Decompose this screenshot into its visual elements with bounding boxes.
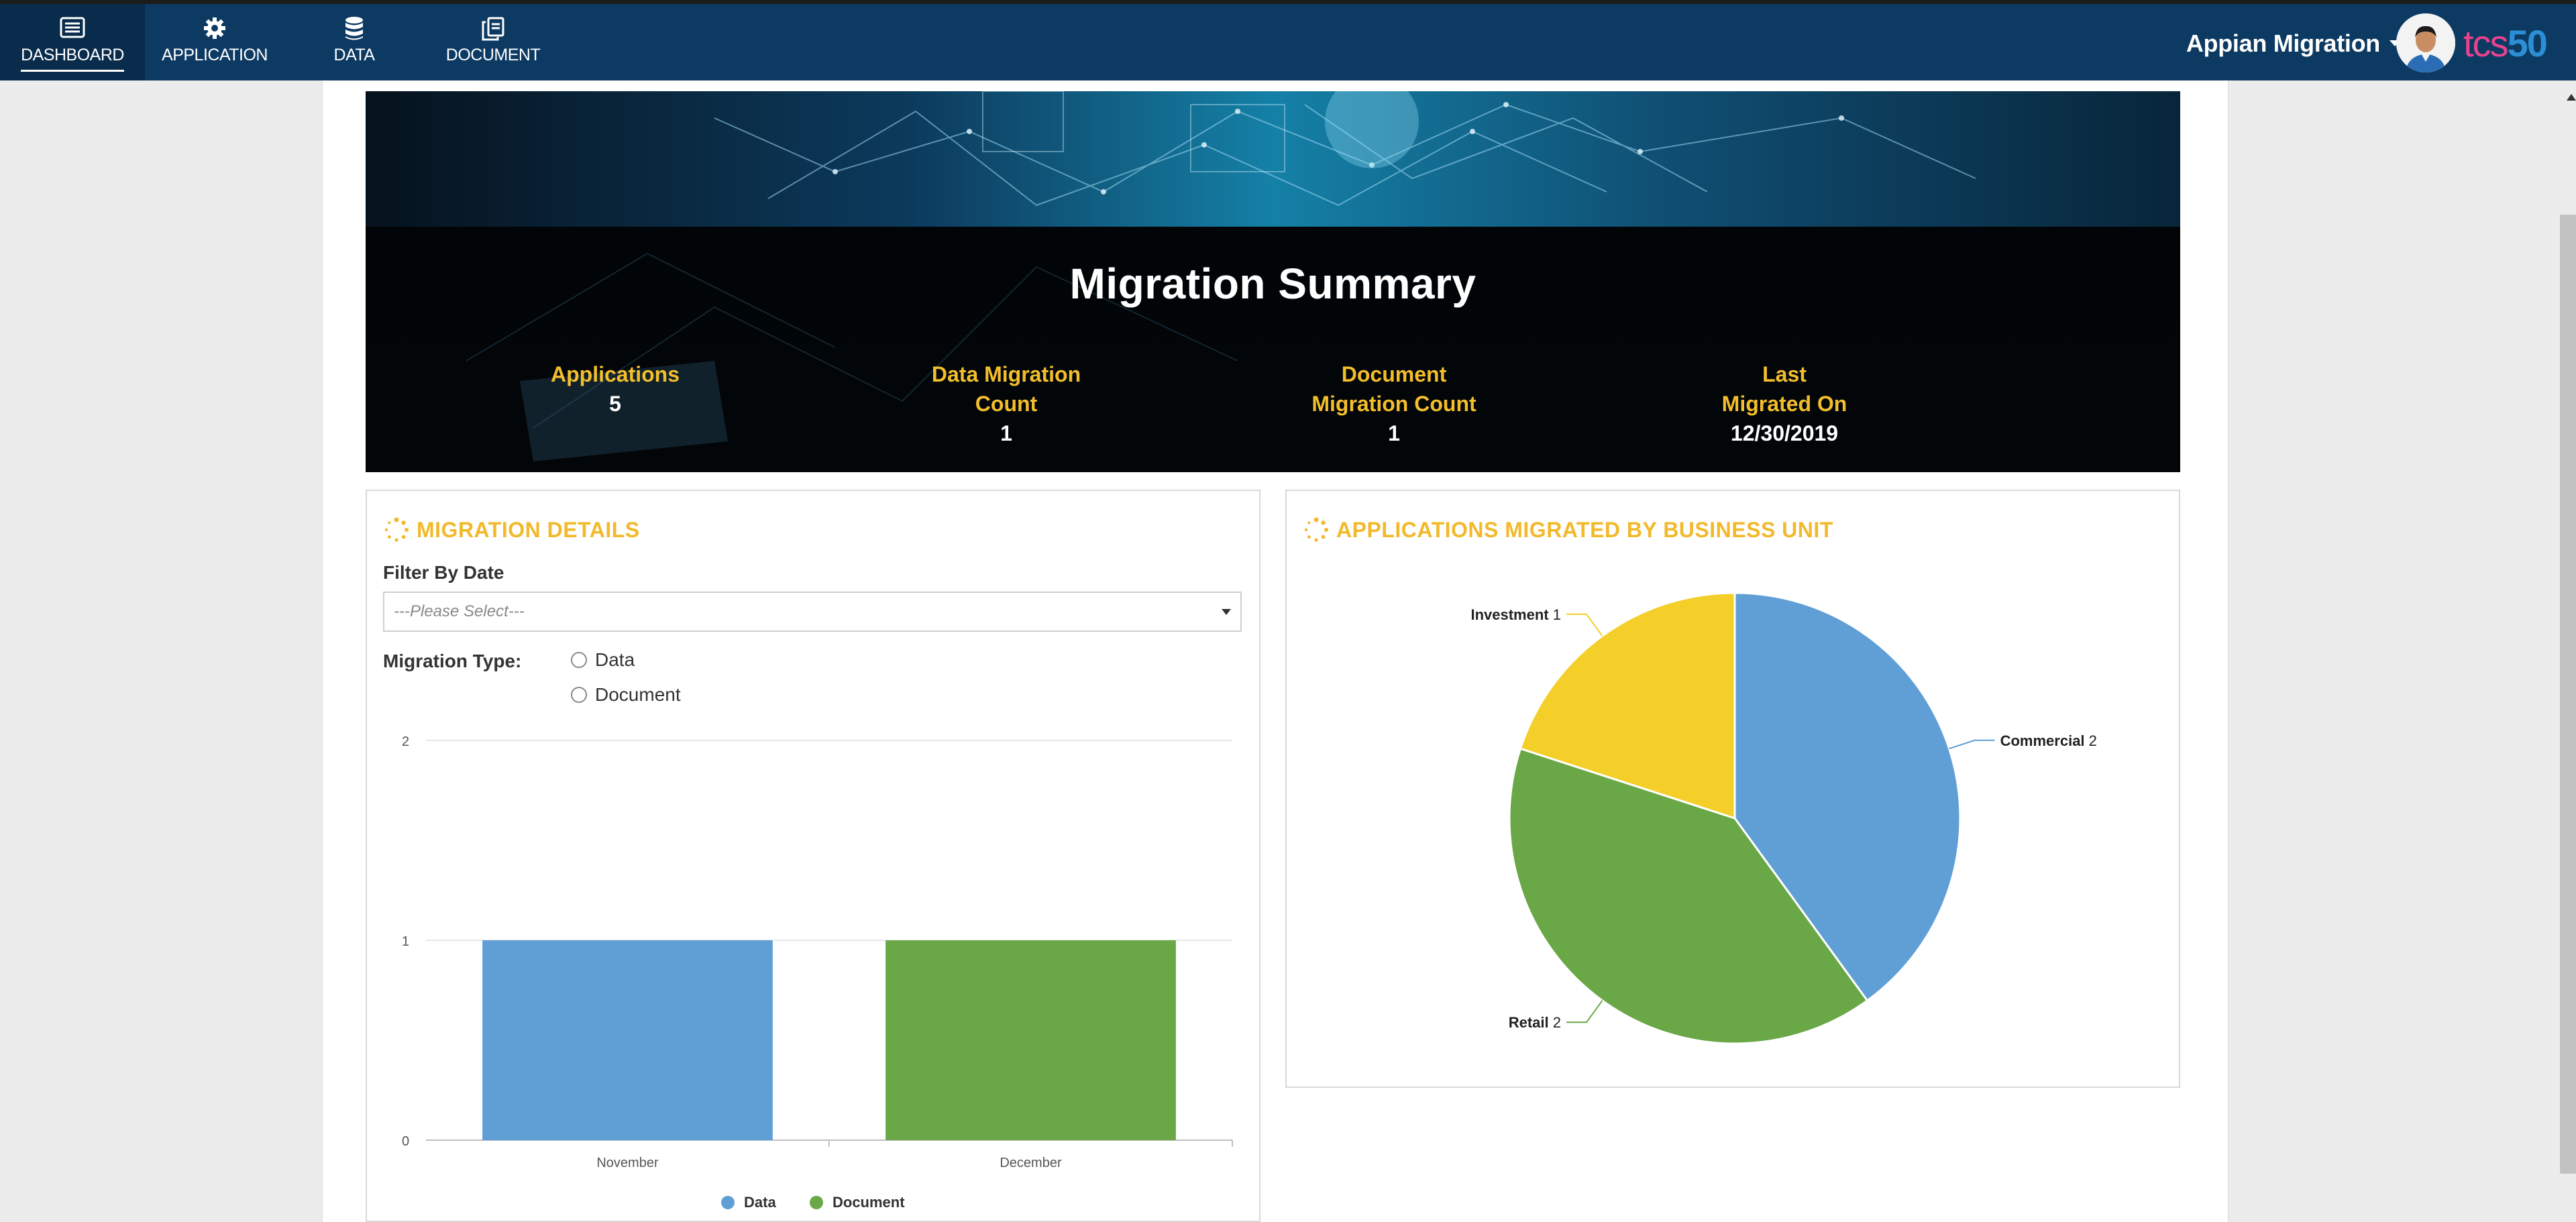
top-navigation-bar: DASHBOARD APPLICATION DATA DOCUMENT Appi…	[0, 0, 2576, 80]
gear-icon	[153, 16, 276, 42]
radio-button[interactable]	[571, 687, 587, 703]
metric-value: 5	[609, 392, 621, 416]
tcs50-logo: tcs50	[2463, 21, 2571, 68]
legend-item-data[interactable]: Data	[721, 1194, 776, 1211]
legend-dot	[810, 1196, 823, 1209]
legend-item-document[interactable]: Document	[810, 1194, 905, 1211]
user-menu-name[interactable]: Appian Migration	[2186, 30, 2380, 57]
pie-label-connector	[1566, 613, 1603, 636]
x-tick-label: December	[1000, 1156, 1062, 1170]
y-tick-label: 0	[402, 1134, 409, 1149]
radio-button[interactable]	[571, 652, 587, 668]
pie-label-connector	[1949, 739, 1995, 750]
business-unit-pie-chart: Commercial 2 Retail 2 Investment 1	[1470, 592, 2097, 1045]
metric-label-line2: Migration Count	[1311, 392, 1477, 416]
y-tick-label: 2	[402, 734, 409, 749]
pie-data-label: Investment 1	[1470, 606, 1561, 623]
filter-by-date-select[interactable]: ---Please Select---	[383, 592, 1242, 632]
select-placeholder: ---Please Select---	[394, 602, 525, 620]
panel-title: MIGRATION DETAILS	[383, 516, 640, 543]
business-unit-panel: APPLICATIONS MIGRATED BY BUSINESS UNIT C…	[1285, 490, 2180, 1088]
panel-title-text: APPLICATIONS MIGRATED BY BUSINESS UNIT	[1336, 517, 1833, 542]
radio-option-document[interactable]: Document	[571, 684, 681, 706]
migration-summary-banner: Migration Summary Applications 5 Data Mi…	[366, 91, 2180, 472]
spinner-icon	[1304, 517, 1328, 542]
chevron-down-icon[interactable]	[2390, 40, 2400, 46]
y-tick-label: 1	[402, 934, 409, 949]
migration-type-label: Migration Type:	[383, 651, 522, 671]
nav-label: APPLICATION	[162, 46, 268, 64]
database-icon	[314, 16, 394, 42]
radio-option-data[interactable]: Data	[571, 649, 635, 671]
banner-overlay	[366, 227, 2180, 472]
logo-text: tcs	[2463, 22, 2509, 64]
metric-label-line2: Count	[975, 392, 1038, 416]
filter-by-date-label: Filter By Date	[383, 562, 504, 583]
nav-tab-data[interactable]: DATA	[314, 4, 394, 80]
legend-dot	[721, 1196, 735, 1209]
metric-data-migration-count: Data Migration Count 1	[872, 359, 1140, 448]
nav-tab-dashboard[interactable]: DASHBOARD	[0, 4, 145, 80]
metric-value: 1	[1000, 421, 1012, 445]
metric-label-line2: Migrated On	[1721, 392, 1847, 416]
bar-data-november[interactable]	[482, 940, 773, 1140]
nav-label: DATA	[333, 46, 375, 64]
avatar[interactable]	[2396, 13, 2455, 72]
nav-tab-document[interactable]: DOCUMENT	[436, 4, 550, 80]
panel-title: APPLICATIONS MIGRATED BY BUSINESS UNIT	[1303, 516, 1833, 543]
metric-last-migrated-on: Last Migrated On 12/30/2019	[1650, 359, 1919, 448]
bar-document-december[interactable]	[885, 940, 1176, 1140]
metric-label-line1: Document	[1341, 362, 1447, 386]
spinner-icon	[384, 517, 409, 542]
legend-label: Document	[833, 1194, 905, 1211]
migration-bar-chart: 0 1 2 November December	[402, 734, 1233, 1170]
pie-data-label: Commercial 2	[2000, 732, 2097, 749]
dashboard-icon	[0, 16, 145, 42]
logo-number: 50	[2507, 22, 2548, 64]
nav-label: DASHBOARD	[21, 46, 124, 72]
chevron-down-icon	[1222, 609, 1231, 615]
metric-label: Applications	[550, 362, 680, 386]
metric-document-migration-count: Document Migration Count 1	[1260, 359, 1528, 448]
panel-title-text: MIGRATION DETAILS	[417, 517, 640, 542]
scroll-up-arrow[interactable]	[2567, 94, 2576, 101]
migration-details-panel: MIGRATION DETAILS Filter By Date ---Plea…	[366, 490, 1260, 1222]
documents-icon	[436, 16, 550, 42]
x-tick-label: November	[596, 1156, 659, 1170]
pie-data-label: Retail 2	[1509, 1014, 1561, 1031]
metric-value: 12/30/2019	[1730, 421, 1839, 445]
radio-label: Document	[595, 684, 681, 705]
metric-label-line1: Data Migration	[931, 362, 1081, 386]
metric-label-line1: Last	[1762, 362, 1807, 386]
metric-value: 1	[1388, 421, 1400, 445]
nav-tab-application[interactable]: APPLICATION	[153, 4, 276, 80]
legend-label: Data	[744, 1194, 776, 1211]
pie-label-connector	[1566, 1000, 1603, 1023]
page-scrollbar[interactable]	[2560, 215, 2576, 1174]
metric-applications: Applications 5	[481, 359, 749, 419]
radio-label: Data	[595, 649, 635, 670]
page-title: Migration Summary	[1069, 260, 1477, 308]
nav-label: DOCUMENT	[445, 46, 541, 64]
banner-background	[366, 91, 2180, 227]
